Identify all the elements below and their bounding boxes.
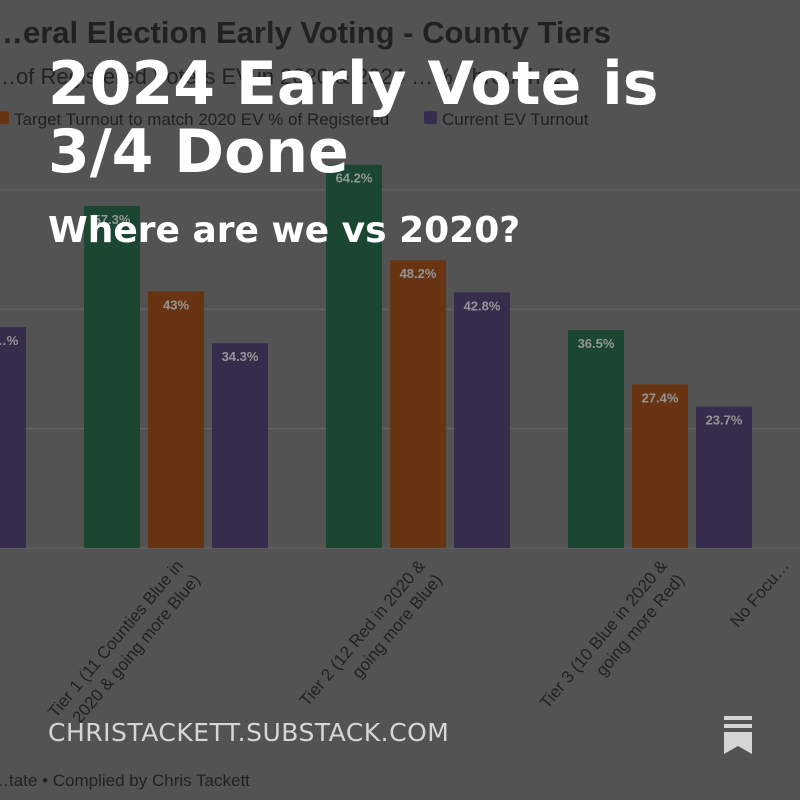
bar-value-label: 23.7% <box>706 413 743 428</box>
bar-value-label: 43% <box>163 297 189 312</box>
bar-value-label: 57.3% <box>94 212 131 227</box>
substack-bookmark-icon <box>724 716 752 754</box>
bar-partial <box>0 327 26 548</box>
bar <box>696 406 752 548</box>
bar <box>632 384 688 548</box>
bar-value-label: 36.5% <box>578 336 615 351</box>
bar-value-label: 64.2% <box>336 171 373 186</box>
bar-value-label: 42.8% <box>464 298 501 313</box>
bar <box>568 330 624 548</box>
legend-swatch-target <box>0 111 9 124</box>
chart-title: …eral Election Early Voting - County Tie… <box>0 15 611 50</box>
bar-value-label: 34.3% <box>222 349 259 364</box>
legend-label-current: Current EV Turnout <box>442 110 589 129</box>
bar-value-label: 48.2% <box>400 266 437 281</box>
site-domain[interactable]: CHRISTACKETT.SUBSTACK.COM <box>48 718 450 747</box>
legend-swatch-current <box>424 111 437 124</box>
bar <box>390 260 446 548</box>
bar-value-label: 27.4% <box>642 390 679 405</box>
bar <box>326 164 382 548</box>
chart-subtitle: …of Registered Voters EV in 2020 & 2024 … <box>0 64 576 89</box>
bars <box>0 164 752 548</box>
headline: 2024 Early Vote is 3/4 Done <box>48 49 659 187</box>
bar <box>148 291 204 548</box>
bar <box>84 205 140 548</box>
bar-value-label: …% <box>0 333 19 348</box>
bar-value-labels: …% 57.3% 64.2% 36.5% 43% 48.2% 27.4% 34.3% 42.8%… <box>0 171 743 428</box>
bar <box>454 292 510 548</box>
subheadline: Where are we vs 2020? <box>48 210 521 251</box>
bar <box>212 343 268 548</box>
legend-label-target: Target Turnout to match 2020 EV % of Reg… <box>14 110 389 129</box>
source-note: …tate • Complied by Chris Tackett <box>0 771 250 790</box>
